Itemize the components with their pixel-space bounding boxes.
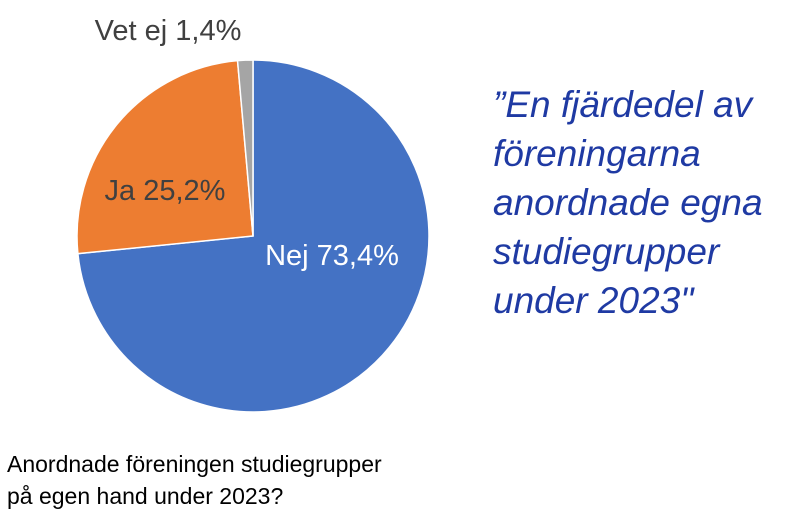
quote-line: studiegrupper	[493, 231, 720, 272]
pie-slice-ja	[76, 59, 254, 255]
caption-line: på egen hand under 2023?	[7, 483, 284, 509]
quote-line: ”En fjärdedel av	[493, 84, 753, 125]
data-label-nej: Nej 73,4%	[265, 240, 399, 272]
quote-line: föreningarna	[493, 133, 701, 174]
data-label-vet-ej: Vet ej 1,4%	[95, 15, 242, 47]
data-label-ja: Ja 25,2%	[105, 175, 226, 207]
quote-line: under 2023"	[493, 280, 694, 321]
quote-line: anordnade egna	[493, 182, 763, 223]
chart-caption: Anordnade föreningen studiegrupper på eg…	[7, 448, 487, 512]
caption-line: Anordnade föreningen studiegrupper	[7, 451, 382, 477]
quote-text: ”En fjärdedel av föreningarna anordnade …	[493, 80, 783, 325]
pie-slice-vet-ej	[236, 59, 254, 237]
